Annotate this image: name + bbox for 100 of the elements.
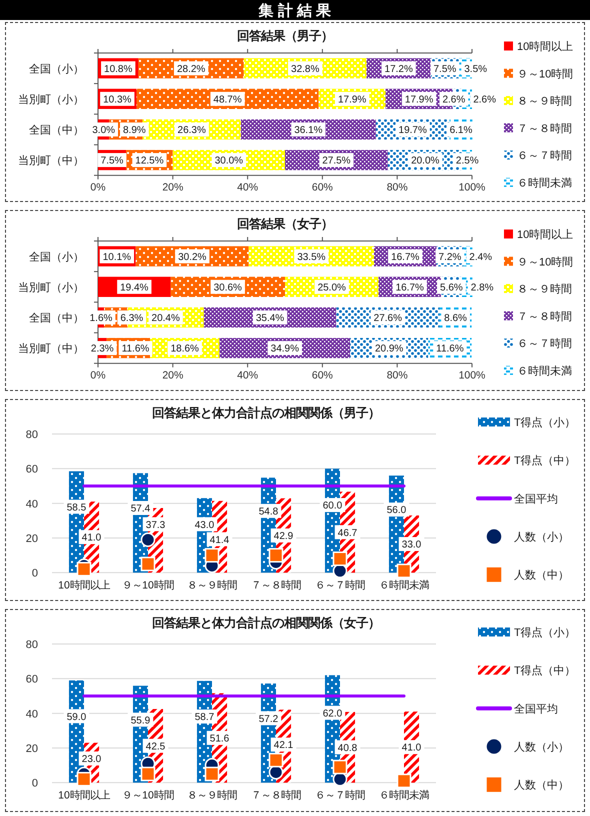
data-label: 27.6%: [374, 313, 402, 324]
data-label: 2.6%: [473, 94, 496, 106]
data-label: 56.0: [386, 504, 407, 516]
data-label: 42.5: [146, 742, 166, 753]
x-tick-label: ７～８時間: [251, 579, 301, 592]
legend-label: ８～９時間: [516, 282, 572, 296]
x-tick-label: 100%: [458, 370, 486, 382]
data-label: 33.0: [402, 539, 422, 550]
y-tick-label: 当別町（中）: [18, 342, 84, 356]
data-label: 41.4: [210, 534, 230, 546]
x-tick-label: 0%: [90, 370, 106, 382]
legend-label: ９～10時間: [516, 67, 574, 80]
legend-label: T得点（小）: [514, 416, 576, 429]
legend-label: ６～７時間: [516, 337, 572, 350]
legend-label: T得点（小）: [514, 626, 576, 640]
data-label: 17.2%: [384, 64, 413, 75]
legend-label: 10時間以上: [516, 228, 574, 242]
data-label: 18.6%: [170, 344, 200, 355]
data-label: 16.7%: [391, 252, 420, 264]
data-label: 6.1%: [450, 125, 472, 136]
y-tick-label: 当別町（小）: [18, 281, 84, 294]
data-label: 30.0%: [214, 156, 244, 167]
data-label: 20.0%: [411, 156, 440, 167]
data-label: 28.2%: [176, 64, 206, 75]
data-label: 1.6%: [90, 313, 112, 324]
x-tick-label: ６時間未満: [378, 790, 429, 802]
chart-title: 回答結果（女子）: [237, 217, 333, 232]
data-label: 25.0%: [318, 282, 346, 294]
data-label: 23.0: [82, 754, 102, 766]
data-label: 2.3%: [90, 344, 114, 355]
y-tick-label: 20: [26, 532, 38, 545]
data-label: 16.7%: [396, 282, 424, 294]
y-tick-label: 20: [26, 743, 38, 756]
data-label: 11.6%: [122, 344, 150, 355]
y-tick-label: 80: [26, 639, 38, 652]
legend-label: 全国平均: [514, 704, 558, 716]
legend-label: T得点（中）: [514, 454, 576, 467]
data-label: 57.2: [258, 714, 279, 726]
data-label: 57.4: [130, 503, 151, 514]
data-label: 11.6%: [436, 344, 464, 355]
legend-label: 人数（中）: [514, 568, 569, 582]
data-label: 6.3%: [120, 313, 144, 324]
y-tick-label: 全国（小）: [29, 62, 84, 76]
x-tick-label: 80%: [386, 370, 408, 382]
data-label: 19.4%: [120, 282, 149, 294]
data-label: 46.7: [338, 527, 358, 538]
data-label: 55.9: [130, 716, 151, 727]
data-label: 48.7%: [213, 94, 242, 106]
data-label: 42.9: [274, 530, 294, 542]
data-label: 30.2%: [178, 252, 207, 264]
data-label: 60.0: [322, 500, 343, 512]
text: 集 計 結 果: [258, 2, 332, 20]
x-tick-label: ７～８時間: [251, 790, 301, 802]
y-tick-label: 当別町（小）: [18, 92, 84, 106]
x-tick-label: 60%: [312, 182, 333, 194]
legend-label: 人数（小）: [514, 740, 569, 754]
data-label: 10.8%: [104, 64, 132, 75]
x-tick-label: 0%: [90, 182, 106, 194]
data-label: 58.5: [66, 502, 87, 514]
y-tick-label: 0: [32, 778, 38, 790]
x-tick-label: 20%: [162, 370, 184, 382]
data-label: 34.9%: [270, 344, 300, 355]
legend-label: 人数（小）: [514, 530, 569, 544]
x-tick-label: 60%: [312, 370, 333, 382]
x-tick-label: ８～９時間: [187, 790, 237, 802]
y-tick-label: 80: [26, 428, 38, 441]
x-tick-label: 40%: [237, 182, 258, 194]
x-tick-label: ６時間未満: [378, 579, 429, 592]
data-label: 7.2%: [438, 252, 462, 264]
data-label: 2.6%: [442, 94, 466, 106]
data-label: 7.5%: [100, 156, 124, 167]
data-label: 17.9%: [404, 94, 434, 106]
y-tick-label: 0: [32, 567, 38, 580]
y-tick-label: 60: [26, 463, 38, 476]
legend-label: ９～10時間: [516, 256, 574, 269]
data-label: 7.5%: [433, 64, 456, 75]
data-label: 10.3%: [103, 94, 132, 106]
x-tick-label: ８～９時間: [187, 579, 237, 592]
data-label: 36.1%: [294, 125, 323, 136]
data-label: 27.5%: [322, 156, 351, 167]
data-label: 37.3: [146, 520, 166, 531]
data-label: 43.0: [194, 520, 215, 531]
data-label: 10.1%: [102, 252, 132, 264]
data-label: 26.3%: [178, 125, 206, 136]
y-tick-label: 40: [26, 708, 38, 721]
x-tick-label: 10時間以上: [58, 579, 110, 592]
data-label: 3.0%: [92, 125, 116, 136]
y-tick-label: 60: [26, 674, 38, 686]
x-tick-label: ９～10時間: [122, 579, 174, 592]
data-label: 5.6%: [440, 282, 463, 294]
y-tick-label: 全国（小）: [29, 250, 84, 264]
x-tick-label: 20%: [162, 182, 184, 194]
legend-label: 人数（中）: [514, 778, 569, 792]
x-tick-label: ６～７時間: [315, 790, 365, 802]
legend-label: ７～８時間: [516, 310, 572, 324]
chart-title: 回答結果と体力合計点の相関関係（女子）: [152, 616, 380, 630]
data-label: 42.1: [274, 740, 294, 752]
data-label: 58.7: [194, 712, 215, 724]
data-label: 17.9%: [338, 94, 366, 106]
data-label: 19.7%: [398, 125, 427, 136]
